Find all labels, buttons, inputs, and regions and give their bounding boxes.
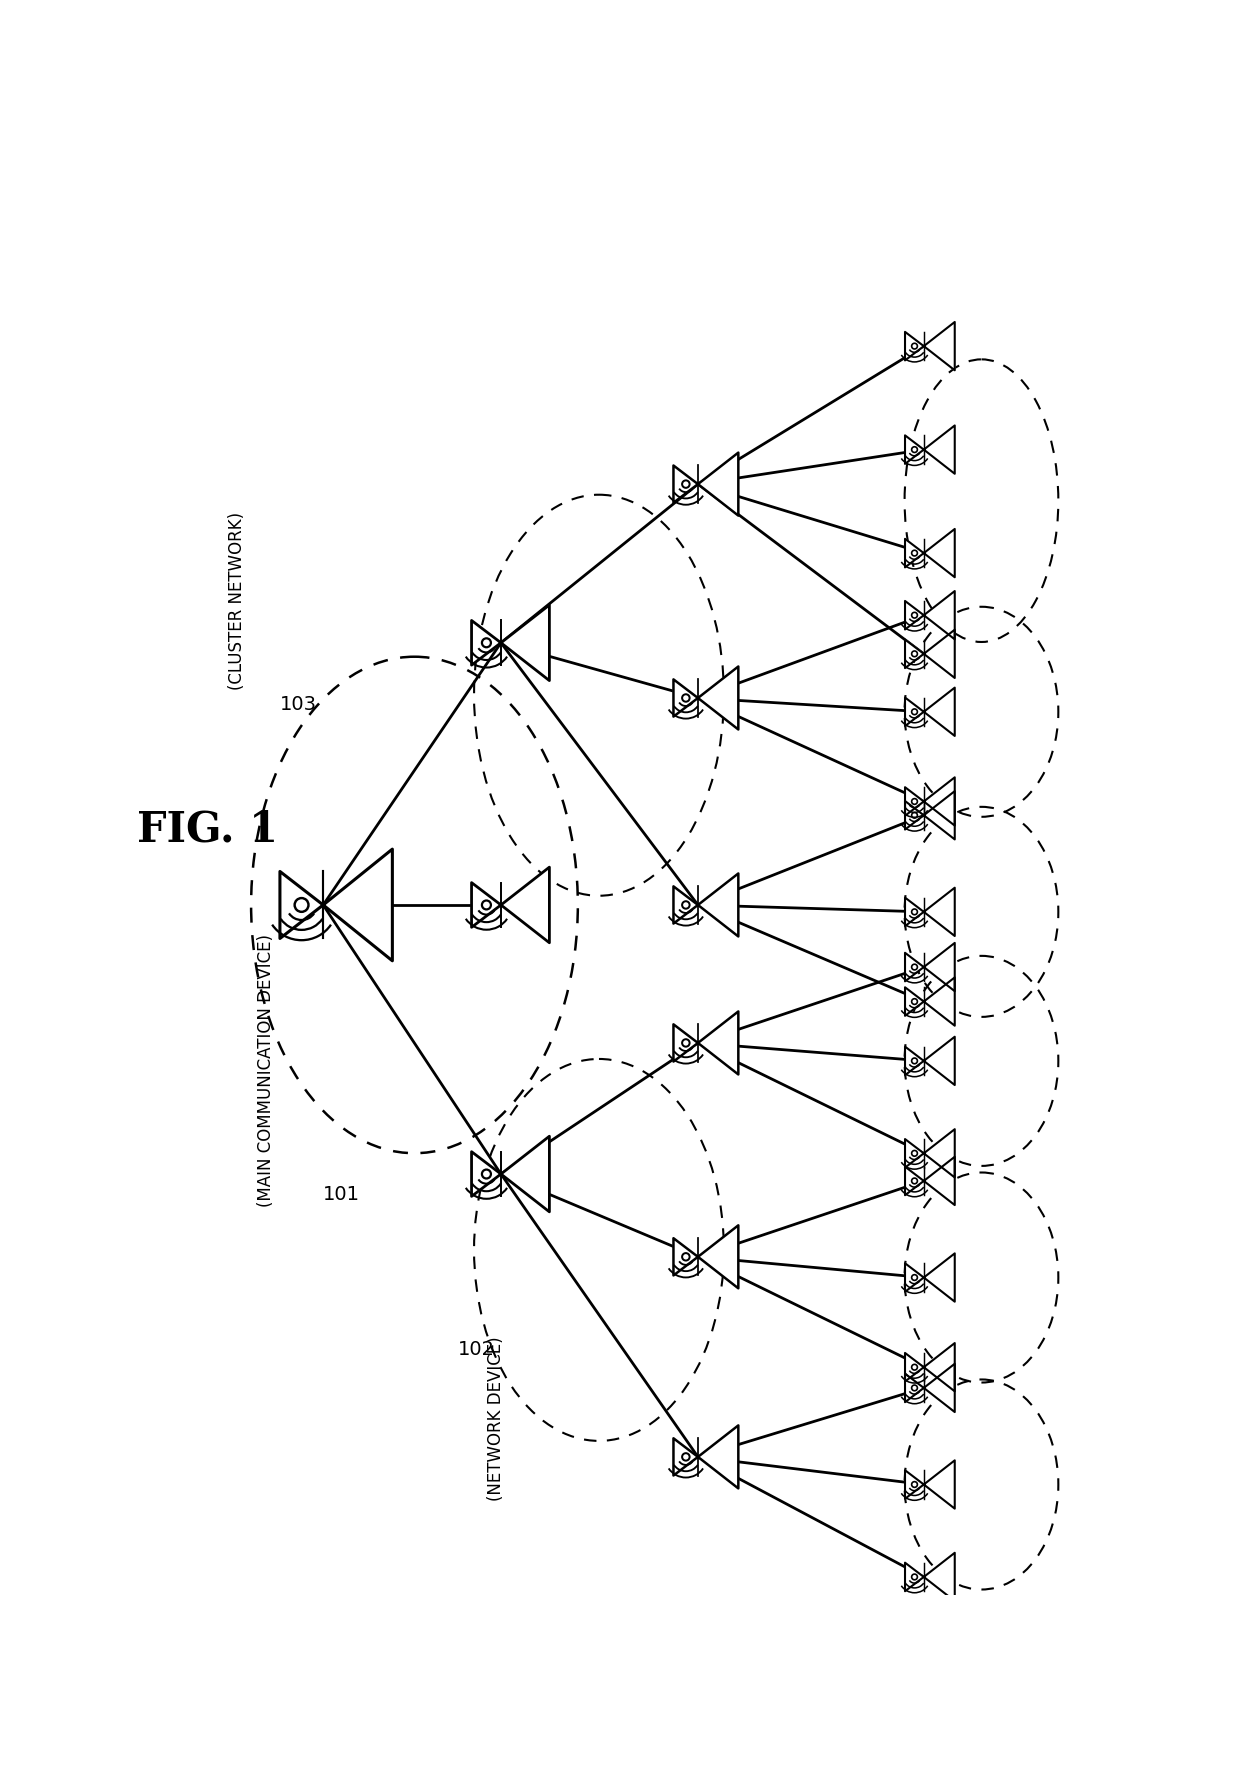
Text: 101: 101	[324, 1185, 360, 1204]
Polygon shape	[905, 1563, 924, 1591]
Polygon shape	[698, 1425, 738, 1489]
Polygon shape	[924, 1253, 955, 1301]
Polygon shape	[924, 1554, 955, 1600]
Polygon shape	[905, 1353, 924, 1382]
Polygon shape	[924, 943, 955, 991]
Ellipse shape	[911, 1057, 918, 1064]
Polygon shape	[924, 1460, 955, 1509]
Polygon shape	[698, 873, 738, 937]
Polygon shape	[924, 425, 955, 473]
Polygon shape	[698, 667, 738, 729]
Ellipse shape	[682, 1453, 689, 1460]
Polygon shape	[905, 332, 924, 360]
Polygon shape	[924, 323, 955, 371]
Ellipse shape	[911, 1364, 918, 1371]
Ellipse shape	[482, 638, 491, 647]
Polygon shape	[501, 867, 549, 943]
Polygon shape	[673, 1439, 698, 1475]
Ellipse shape	[682, 1039, 689, 1047]
Polygon shape	[924, 1158, 955, 1204]
Polygon shape	[673, 679, 698, 717]
Ellipse shape	[911, 550, 918, 556]
Polygon shape	[905, 1167, 924, 1195]
Polygon shape	[924, 790, 955, 839]
Ellipse shape	[911, 1177, 918, 1185]
Polygon shape	[905, 1374, 924, 1401]
Text: (CLUSTER NETWORK): (CLUSTER NETWORK)	[228, 513, 246, 690]
Ellipse shape	[482, 1170, 491, 1179]
Polygon shape	[924, 629, 955, 677]
Ellipse shape	[911, 710, 918, 715]
Polygon shape	[698, 1226, 738, 1288]
Ellipse shape	[482, 901, 491, 909]
Ellipse shape	[295, 898, 309, 912]
Text: (MAIN COMMUNICATION DEVICE): (MAIN COMMUNICATION DEVICE)	[257, 934, 274, 1208]
Polygon shape	[280, 871, 324, 939]
Ellipse shape	[682, 694, 689, 702]
Polygon shape	[905, 787, 924, 815]
Polygon shape	[905, 898, 924, 926]
Polygon shape	[924, 591, 955, 640]
Polygon shape	[905, 1140, 924, 1168]
Polygon shape	[501, 1136, 549, 1211]
Ellipse shape	[911, 909, 918, 914]
Polygon shape	[905, 1263, 924, 1292]
Polygon shape	[924, 1364, 955, 1412]
Polygon shape	[905, 640, 924, 668]
Text: 103: 103	[280, 695, 317, 715]
Polygon shape	[905, 953, 924, 982]
Text: 102: 102	[458, 1340, 495, 1358]
Polygon shape	[501, 606, 549, 681]
Text: (NETWORK DEVICE): (NETWORK DEVICE)	[487, 1337, 505, 1500]
Text: FIG. 1: FIG. 1	[138, 808, 278, 849]
Ellipse shape	[911, 812, 918, 819]
Polygon shape	[324, 849, 392, 961]
Polygon shape	[673, 466, 698, 504]
Ellipse shape	[911, 650, 918, 656]
Polygon shape	[924, 529, 955, 577]
Ellipse shape	[911, 613, 918, 618]
Polygon shape	[673, 887, 698, 923]
Polygon shape	[924, 887, 955, 935]
Polygon shape	[924, 1129, 955, 1177]
Polygon shape	[673, 1238, 698, 1276]
Polygon shape	[924, 688, 955, 737]
Polygon shape	[905, 1047, 924, 1075]
Ellipse shape	[911, 1274, 918, 1279]
Ellipse shape	[911, 998, 918, 1004]
Ellipse shape	[911, 1573, 918, 1581]
Polygon shape	[471, 620, 501, 665]
Ellipse shape	[911, 1482, 918, 1487]
Polygon shape	[673, 1025, 698, 1061]
Polygon shape	[905, 539, 924, 568]
Ellipse shape	[911, 964, 918, 969]
Polygon shape	[905, 987, 924, 1016]
Ellipse shape	[911, 1150, 918, 1156]
Ellipse shape	[682, 1253, 689, 1260]
Ellipse shape	[911, 1385, 918, 1391]
Ellipse shape	[682, 901, 689, 909]
Polygon shape	[698, 1011, 738, 1075]
Polygon shape	[924, 1342, 955, 1391]
Polygon shape	[471, 1152, 501, 1197]
Polygon shape	[905, 1469, 924, 1498]
Polygon shape	[905, 435, 924, 464]
Ellipse shape	[682, 480, 689, 487]
Polygon shape	[924, 778, 955, 826]
Polygon shape	[924, 1038, 955, 1084]
Polygon shape	[471, 883, 501, 926]
Polygon shape	[905, 600, 924, 629]
Polygon shape	[698, 453, 738, 516]
Ellipse shape	[911, 799, 918, 805]
Polygon shape	[905, 801, 924, 830]
Ellipse shape	[911, 446, 918, 452]
Ellipse shape	[911, 344, 918, 349]
Polygon shape	[924, 977, 955, 1025]
Polygon shape	[905, 697, 924, 726]
